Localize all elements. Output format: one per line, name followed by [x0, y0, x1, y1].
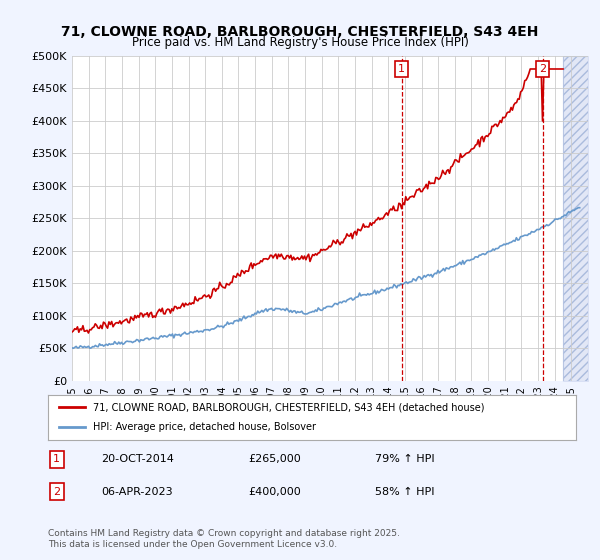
Text: 58% ↑ HPI: 58% ↑ HPI — [376, 487, 435, 497]
Text: Price paid vs. HM Land Registry's House Price Index (HPI): Price paid vs. HM Land Registry's House … — [131, 36, 469, 49]
Text: HPI: Average price, detached house, Bolsover: HPI: Average price, detached house, Bols… — [93, 422, 316, 432]
Text: £265,000: £265,000 — [248, 454, 301, 464]
Text: 1: 1 — [53, 454, 60, 464]
Text: £400,000: £400,000 — [248, 487, 301, 497]
Text: 79% ↑ HPI: 79% ↑ HPI — [376, 454, 435, 464]
Text: 20-OCT-2014: 20-OCT-2014 — [101, 454, 173, 464]
Text: Contains HM Land Registry data © Crown copyright and database right 2025.
This d: Contains HM Land Registry data © Crown c… — [48, 529, 400, 549]
Text: 2: 2 — [53, 487, 61, 497]
Text: 2: 2 — [539, 64, 546, 74]
Text: 71, CLOWNE ROAD, BARLBOROUGH, CHESTERFIELD, S43 4EH: 71, CLOWNE ROAD, BARLBOROUGH, CHESTERFIE… — [61, 25, 539, 39]
Text: 06-APR-2023: 06-APR-2023 — [101, 487, 172, 497]
Text: 71, CLOWNE ROAD, BARLBOROUGH, CHESTERFIELD, S43 4EH (detached house): 71, CLOWNE ROAD, BARLBOROUGH, CHESTERFIE… — [93, 402, 484, 412]
Text: 1: 1 — [398, 64, 405, 74]
